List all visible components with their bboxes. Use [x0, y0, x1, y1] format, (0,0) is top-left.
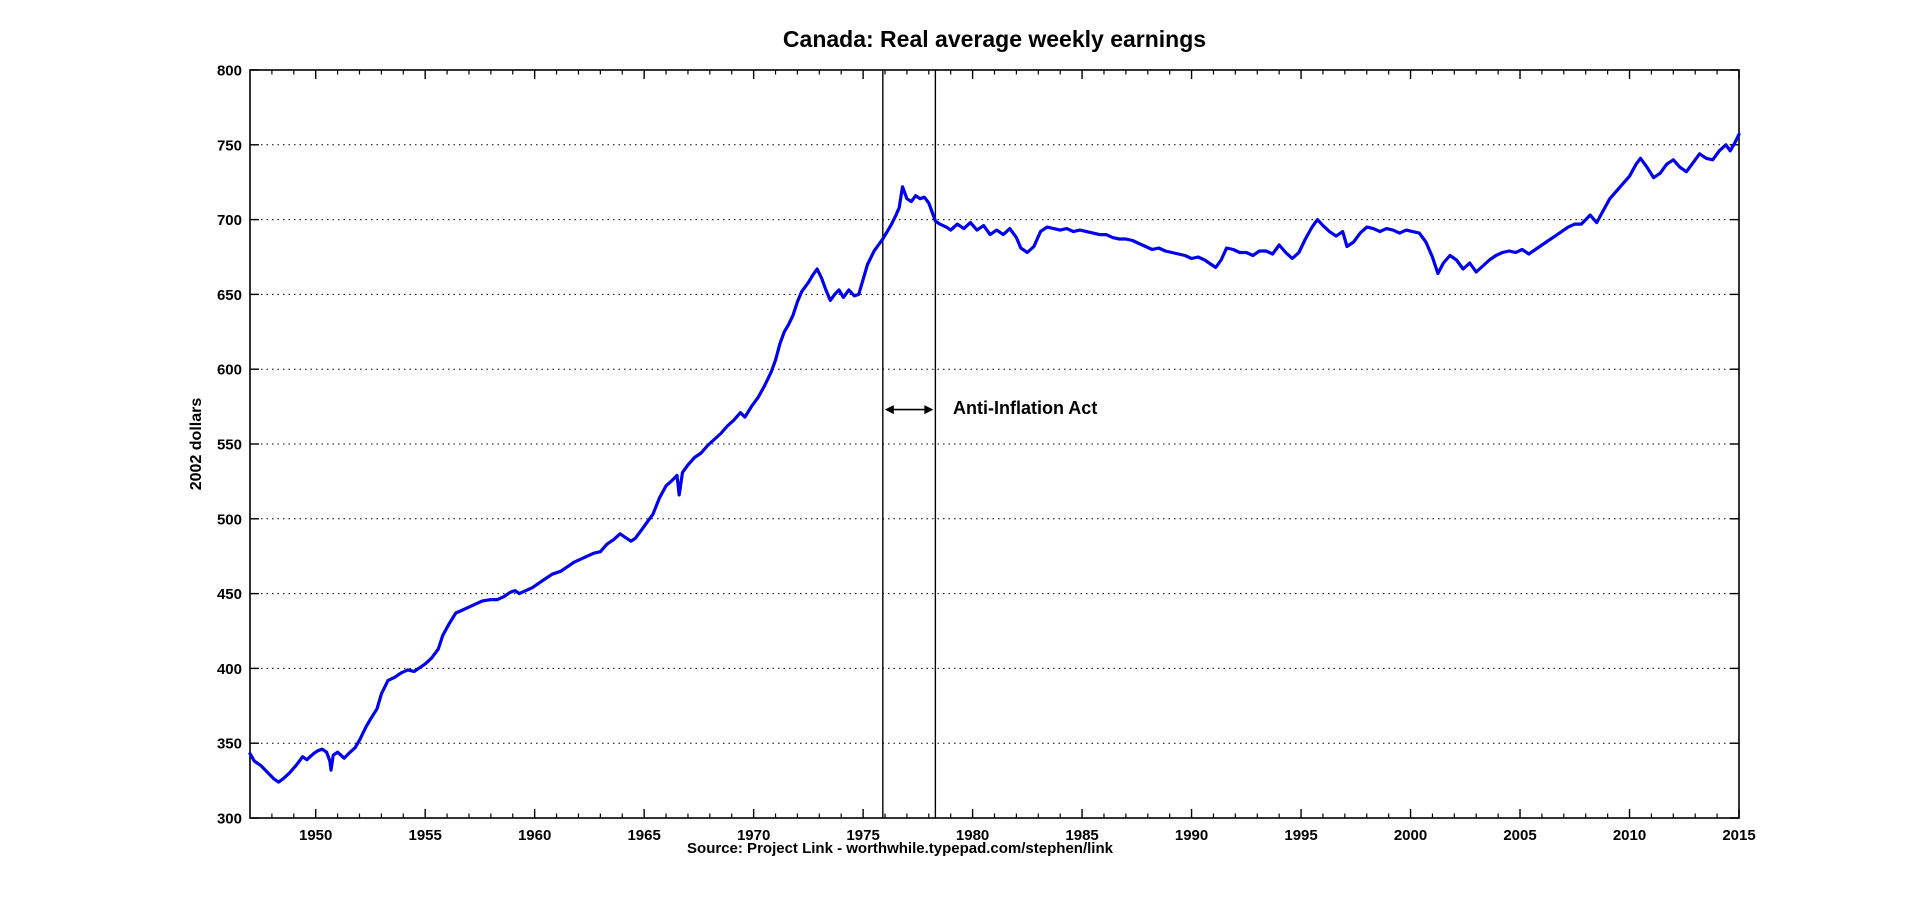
- y-tick-label: 400: [217, 661, 242, 678]
- chart-title: Canada: Real average weekly earnings: [782, 26, 1207, 52]
- y-tick-label: 750: [217, 137, 242, 154]
- x-tick-label: 1985: [1065, 827, 1098, 844]
- x-tick-label: 1960: [518, 827, 551, 844]
- x-tick-label: 2015: [1722, 827, 1755, 844]
- y-tick-label: 300: [217, 811, 242, 828]
- y-tick-label: 800: [217, 63, 242, 80]
- x-tick-label: 2010: [1613, 827, 1646, 844]
- y-tick-label: 550: [217, 437, 242, 454]
- y-axis-label: 2002 dollars: [188, 397, 205, 491]
- x-tick-label: 1950: [299, 827, 332, 844]
- x-tick-label: 2005: [1503, 827, 1536, 844]
- x-tick-label: 1980: [956, 827, 989, 844]
- anti-inflation-act-label: Anti-Inflation Act: [953, 398, 1098, 418]
- y-tick-label: 350: [217, 736, 242, 753]
- y-tick-label: 450: [217, 586, 242, 603]
- y-tick-label: 500: [217, 511, 242, 528]
- x-tick-label: 1955: [408, 827, 441, 844]
- x-tick-label: 1965: [627, 827, 660, 844]
- x-tick-label: 1970: [737, 827, 770, 844]
- source-label: Source: Project Link - worthwhile.typepa…: [687, 840, 1113, 857]
- y-tick-label: 650: [217, 287, 242, 304]
- arrow-left-head: [884, 405, 894, 415]
- x-tick-label: 2000: [1394, 827, 1427, 844]
- earnings-line: [248, 132, 1741, 784]
- arrow-right-head: [924, 405, 934, 415]
- x-tick-label: 1990: [1175, 827, 1208, 844]
- y-tick-label: 600: [217, 362, 242, 379]
- x-tick-label: 1995: [1284, 827, 1317, 844]
- x-tick-label: 1975: [846, 827, 879, 844]
- y-tick-label: 700: [217, 212, 242, 229]
